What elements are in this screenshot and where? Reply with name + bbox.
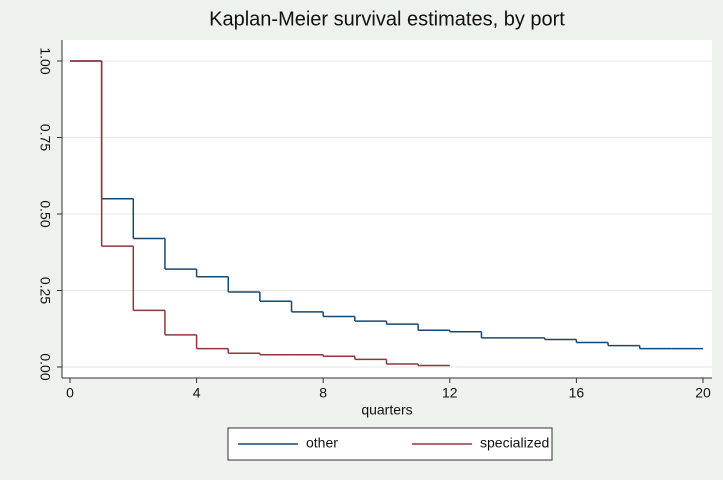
x-axis-label: quarters: [361, 402, 412, 418]
x-tick-label: 16: [569, 385, 585, 401]
y-tick-label: 0.75: [37, 124, 53, 151]
x-tick-label: 4: [193, 385, 201, 401]
y-tick-label: 0.25: [37, 277, 53, 304]
x-tick-label: 8: [319, 385, 327, 401]
chart-title: Kaplan-Meier survival estimates, by port: [209, 8, 565, 30]
x-tick-label: 20: [695, 385, 711, 401]
plot-area: [62, 40, 712, 378]
y-tick-label: 0.50: [37, 200, 53, 227]
x-tick-label: 0: [66, 385, 74, 401]
x-tick-label: 12: [442, 385, 458, 401]
y-tick-label: 0.00: [37, 353, 53, 380]
legend: other specialized: [227, 427, 553, 461]
y-tick-label: 1.00: [37, 47, 53, 74]
legend-label: specialized: [480, 435, 549, 451]
legend-label: other: [306, 435, 338, 451]
